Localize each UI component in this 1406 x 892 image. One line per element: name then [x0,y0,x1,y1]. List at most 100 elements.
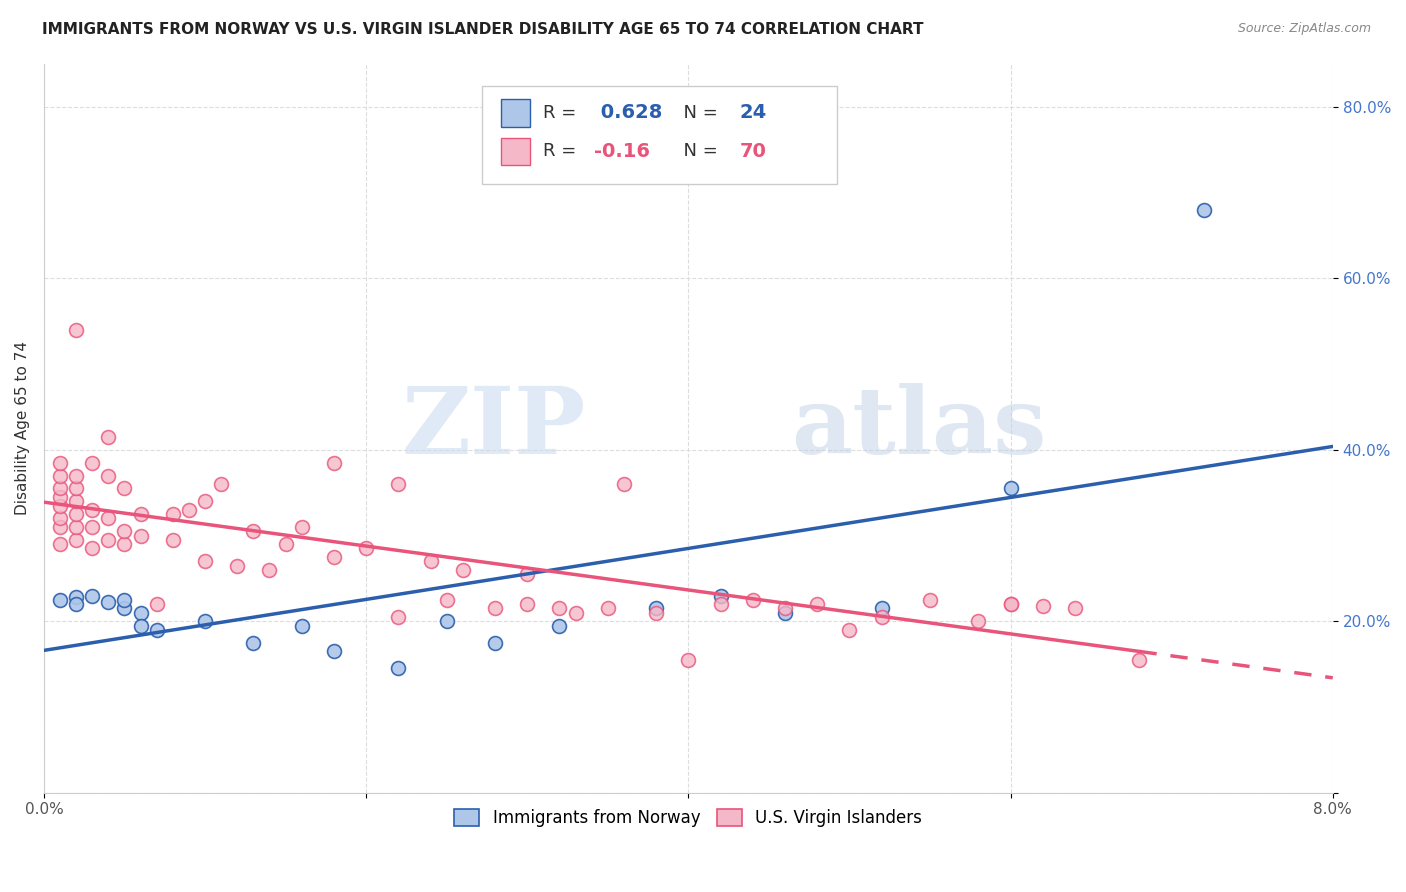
Point [1000,597,1022,611]
Point [322,644,344,658]
Point [242,635,264,649]
Point [678,653,700,667]
Point [484,635,506,649]
Point [65,533,87,547]
Point [484,601,506,615]
Point [967,614,990,628]
Point [1192,202,1215,217]
Point [516,597,538,611]
Point [114,537,136,551]
Point [82,456,104,470]
Text: N =: N = [672,103,723,122]
FancyBboxPatch shape [502,99,530,127]
Point [387,477,409,491]
Point [49,511,72,525]
Point [65,597,87,611]
Point [291,520,314,534]
Point [49,537,72,551]
Text: IMMIGRANTS FROM NORWAY VS U.S. VIRGIN ISLANDER DISABILITY AGE 65 TO 74 CORRELATI: IMMIGRANTS FROM NORWAY VS U.S. VIRGIN IS… [42,22,924,37]
Point [322,456,344,470]
Point [773,601,796,615]
Point [49,592,72,607]
Point [114,592,136,607]
Text: Source: ZipAtlas.com: Source: ZipAtlas.com [1237,22,1371,36]
Text: N =: N = [672,143,723,161]
Point [129,618,152,632]
Point [918,592,941,607]
Point [65,481,87,495]
Point [65,494,87,508]
Point [65,323,87,337]
Text: atlas: atlas [792,384,1047,474]
Point [65,468,87,483]
Point [194,614,217,628]
Point [129,507,152,521]
Point [82,541,104,556]
Point [209,477,232,491]
Point [114,481,136,495]
Point [65,520,87,534]
Point [114,524,136,539]
Text: -0.16: -0.16 [595,142,650,161]
Point [129,606,152,620]
Text: 70: 70 [740,142,766,161]
Point [194,554,217,568]
Point [451,563,474,577]
Point [194,494,217,508]
Point [773,606,796,620]
Point [596,601,619,615]
Point [870,601,893,615]
Point [709,597,731,611]
Point [354,541,377,556]
Point [82,503,104,517]
Text: R =: R = [543,103,582,122]
Point [162,507,184,521]
Point [82,520,104,534]
Point [145,623,167,637]
Point [49,499,72,513]
Point [387,610,409,624]
Point [1128,653,1150,667]
Legend: Immigrants from Norway, U.S. Virgin Islanders: Immigrants from Norway, U.S. Virgin Isla… [446,800,931,835]
Point [870,610,893,624]
Point [97,468,120,483]
FancyBboxPatch shape [502,137,530,165]
Point [838,623,860,637]
Point [226,558,249,573]
Point [97,430,120,444]
Point [613,477,636,491]
Point [49,481,72,495]
Text: R =: R = [543,143,582,161]
Point [548,601,571,615]
Point [806,597,828,611]
Point [162,533,184,547]
Point [516,567,538,582]
Text: 24: 24 [740,103,768,122]
FancyBboxPatch shape [482,86,837,185]
Y-axis label: Disability Age 65 to 74: Disability Age 65 to 74 [15,342,30,516]
Point [709,589,731,603]
Point [645,606,668,620]
Point [97,595,120,609]
Point [548,618,571,632]
Point [177,503,200,517]
Point [564,606,586,620]
Point [274,537,297,551]
Point [259,563,281,577]
Point [1000,597,1022,611]
Point [97,533,120,547]
Point [82,589,104,603]
Point [129,528,152,542]
Point [49,490,72,504]
Point [291,618,314,632]
Point [1064,601,1087,615]
Point [322,549,344,564]
Point [436,592,458,607]
Point [419,554,441,568]
Text: 0.628: 0.628 [595,103,662,122]
Point [1032,599,1054,613]
Point [97,511,120,525]
Point [65,507,87,521]
Point [387,661,409,675]
Point [114,601,136,615]
